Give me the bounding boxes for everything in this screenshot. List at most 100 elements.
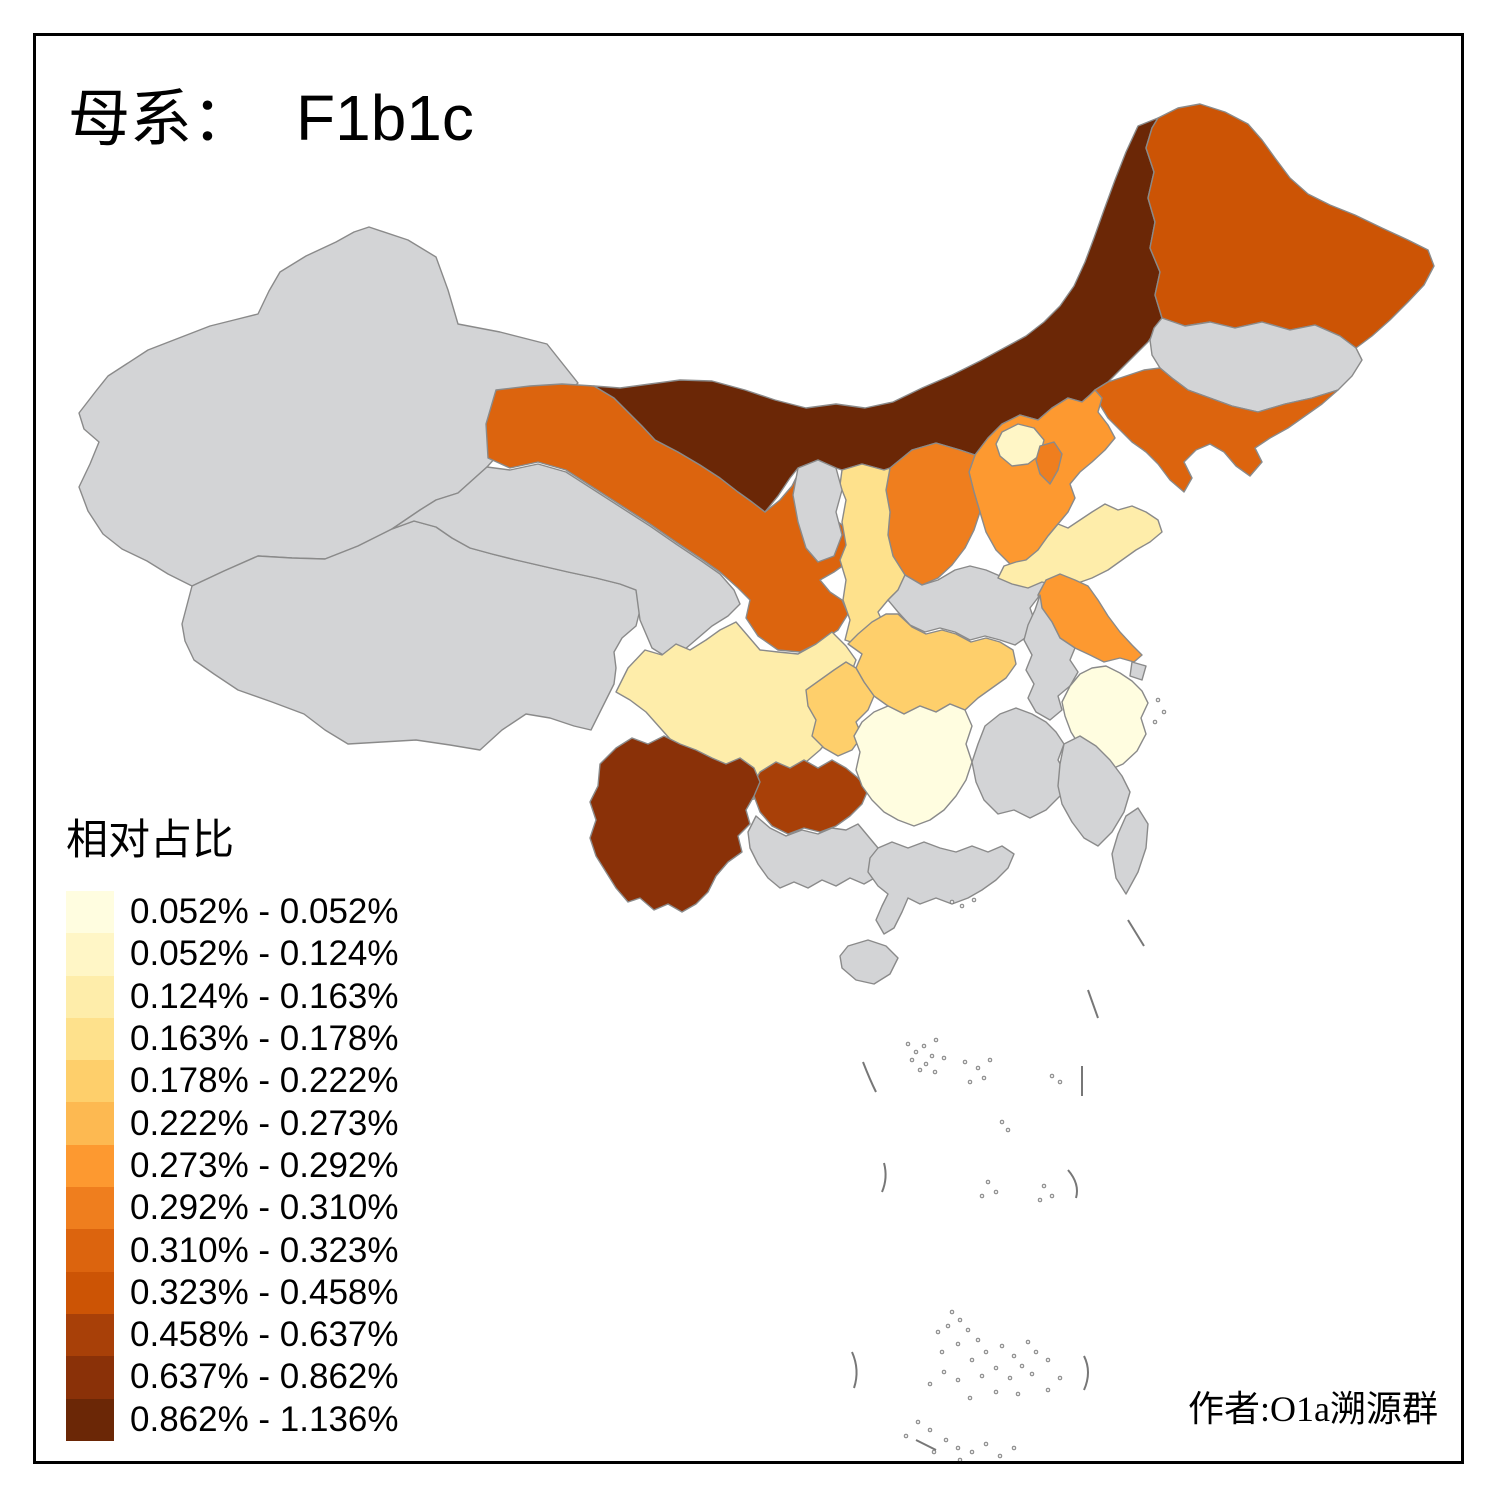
island-dot-34 [945, 1323, 951, 1329]
island-dot-62 [903, 1433, 909, 1439]
island-dot-48 [993, 1365, 999, 1371]
legend-label-5: 0.178% - 0.222% [130, 1061, 399, 1101]
island-dot-37 [975, 1337, 981, 1343]
legend-label-12: 0.637% - 0.862% [130, 1357, 399, 1397]
legend-row-13: 0.862% - 1.136% [66, 1398, 399, 1441]
sea-boundary-dash-1 [1127, 919, 1145, 947]
island-dot-25 [1005, 1127, 1011, 1133]
island-dot-33 [957, 1317, 963, 1323]
province-tianjin: 天津 [1035, 441, 1063, 485]
island-dot-49 [979, 1373, 985, 1379]
island-dot-20 [981, 1075, 987, 1081]
legend-row-7: 0.273% - 0.292% [66, 1144, 399, 1188]
legend-rows: 0.052% - 0.052% 0.052% - 0.124% 0.124% - 0… [66, 891, 399, 1441]
island-dot-8 [913, 1049, 919, 1055]
island-dot-66 [969, 1449, 975, 1455]
page-title: 母系： F1b1c [68, 68, 474, 158]
legend-label-1: 0.052% - 0.052% [130, 892, 399, 932]
legend-row-1: 0.052% - 0.052% [66, 891, 399, 934]
sea-boundary-dash-8 [1083, 1355, 1089, 1391]
legend-swatch-4 [66, 1017, 114, 1061]
island-dot-15 [917, 1067, 923, 1073]
island-dot-5 [1161, 709, 1167, 715]
province-hainan: 海南 [839, 939, 899, 985]
legend-swatch-9 [66, 1229, 114, 1272]
title-prefix: 母系： [68, 86, 255, 154]
legend-row-3: 0.124% - 0.163% [66, 975, 399, 1018]
island-dot-28 [979, 1193, 985, 1199]
legend-label-3: 0.124% - 0.163% [130, 976, 399, 1016]
island-dot-23 [1057, 1079, 1063, 1085]
legend-label-9: 0.310% - 0.323% [130, 1230, 399, 1270]
island-dot-38 [955, 1341, 961, 1347]
sea-boundary-dash-4 [862, 1061, 877, 1093]
island-dot-55 [993, 1389, 999, 1395]
island-dot-4 [1155, 697, 1161, 703]
legend-row-6: 0.222% - 0.273% [66, 1102, 399, 1145]
legend-label-8: 0.292% - 0.310% [130, 1188, 399, 1228]
island-dot-70 [957, 1457, 963, 1463]
province-fujian: 福建 [1057, 735, 1131, 847]
sea-boundary-dash-6 [1067, 1169, 1078, 1199]
province-anhui: 安徽 [1023, 594, 1079, 721]
legend-swatch-7 [66, 1144, 114, 1188]
island-dot-45 [1033, 1349, 1039, 1355]
island-dot-9 [921, 1043, 927, 1049]
legend-label-4: 0.163% - 0.178% [130, 1019, 399, 1059]
legend-row-9: 0.310% - 0.323% [66, 1229, 399, 1272]
attribution: 作者:O1a溯源群 [1188, 1389, 1438, 1429]
island-dot-13 [933, 1037, 939, 1043]
province-guangdong: 广东 [867, 841, 1015, 935]
island-dot-64 [955, 1445, 961, 1451]
island-dot-10 [929, 1053, 935, 1059]
island-dot-42 [999, 1343, 1005, 1349]
island-dot-67 [983, 1441, 989, 1447]
legend-label-7: 0.273% - 0.292% [130, 1145, 399, 1185]
island-dot-63 [943, 1437, 949, 1443]
legend-swatch-8 [66, 1187, 114, 1230]
island-dot-43 [1011, 1353, 1017, 1359]
island-dot-7 [905, 1041, 911, 1047]
province-liaoning: 辽宁 [1094, 367, 1339, 493]
legend-swatch-12 [66, 1356, 114, 1399]
province-guangxi: 广西 [747, 815, 887, 889]
sea-boundary-dash-5 [881, 1162, 887, 1193]
legend-row-11: 0.458% - 0.637% [66, 1313, 399, 1357]
legend-row-12: 0.637% - 0.862% [66, 1356, 399, 1399]
island-dot-40 [983, 1349, 989, 1355]
island-dot-69 [1011, 1445, 1017, 1451]
province-ningxia: 宁夏 [792, 459, 843, 563]
island-dot-59 [1057, 1375, 1063, 1381]
island-dot-65 [931, 1449, 937, 1455]
legend-row-8: 0.292% - 0.310% [66, 1187, 399, 1230]
legend-swatch-3 [66, 975, 114, 1018]
province-shanxi: 山西 [885, 442, 981, 586]
island-dot-32 [949, 1309, 955, 1315]
province-heilongjiang: 黑龙江 [1145, 103, 1435, 349]
island-dot-47 [1045, 1357, 1051, 1363]
island-dot-57 [967, 1395, 973, 1401]
title-haplogroup: F1b1c [296, 82, 474, 154]
legend-label-11: 0.458% - 0.637% [130, 1315, 399, 1355]
island-dot-61 [927, 1427, 933, 1433]
island-dot-12 [923, 1061, 929, 1067]
legend-swatch-10 [66, 1271, 114, 1314]
province-shanghai: 上海 [1129, 661, 1147, 681]
island-dot-18 [975, 1065, 981, 1071]
province-qinghai: 青海 [391, 463, 741, 659]
island-dot-56 [1015, 1391, 1021, 1397]
legend-label-2: 0.052% - 0.124% [130, 934, 399, 974]
island-dot-58 [1045, 1387, 1051, 1393]
island-dot-22 [1049, 1073, 1055, 1079]
island-dot-68 [997, 1453, 1003, 1459]
island-dot-1 [949, 899, 955, 905]
legend-row-5: 0.178% - 0.222% [66, 1060, 399, 1103]
island-dot-6 [1152, 719, 1158, 725]
island-dot-50 [1007, 1375, 1013, 1381]
island-dot-44 [1025, 1339, 1031, 1345]
island-dot-24 [999, 1119, 1005, 1125]
island-dot-17 [962, 1059, 968, 1065]
province-taiwan: 台湾 [1111, 807, 1149, 895]
legend-title: 相对占比 [66, 818, 235, 864]
province-guizhou: 贵州 [753, 759, 869, 835]
